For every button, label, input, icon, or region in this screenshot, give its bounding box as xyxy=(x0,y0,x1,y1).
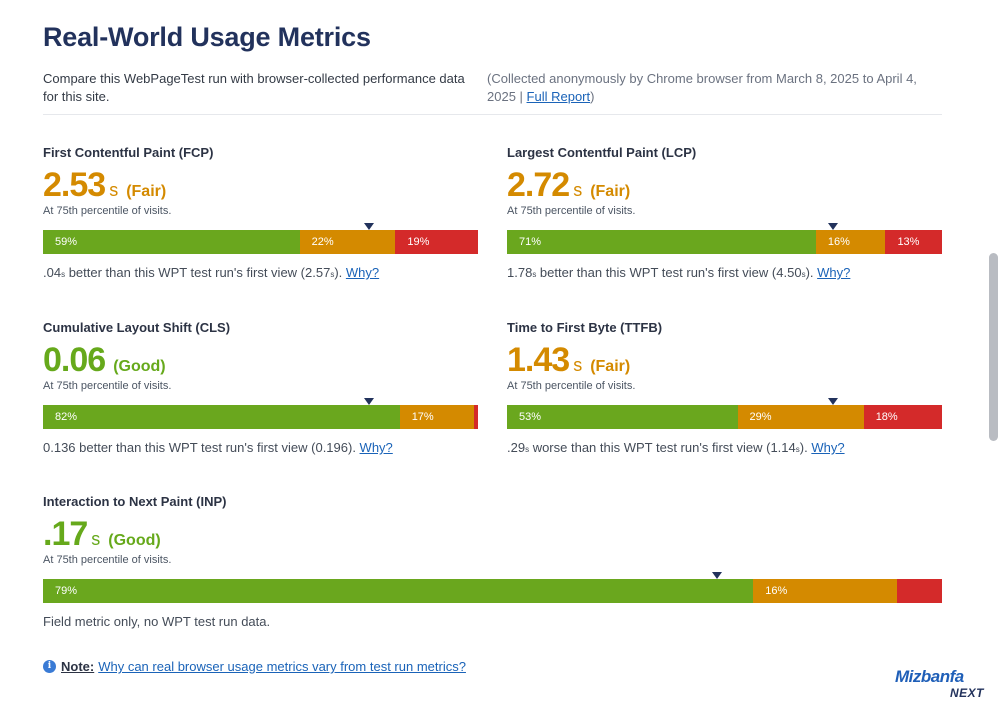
segment-needs-improvement: 16% xyxy=(815,230,886,254)
metric-cls: Cumulative Layout Shift (CLS) 0.06 (Good… xyxy=(43,320,478,455)
segment-good: 71% xyxy=(507,230,816,254)
segment-needs-improvement: 17% xyxy=(399,405,474,429)
metric-value-row: 1.43 s (Fair) xyxy=(507,341,942,379)
comparison-text: .04s better than this WPT test run's fir… xyxy=(43,265,380,280)
logo-subtitle: NEXT xyxy=(949,686,984,700)
distribution-bar: 53% 29% 18% xyxy=(507,398,942,429)
metric-percentile: At 75th percentile of visits. xyxy=(507,380,636,392)
metric-title: First Contentful Paint (FCP) xyxy=(43,145,214,160)
metric-value: 2.53 xyxy=(43,166,106,204)
segment-needs-improvement: 16% xyxy=(753,579,898,603)
metric-value-row: 2.53 s (Fair) xyxy=(43,166,478,204)
metric-lcp: Largest Contentful Paint (LCP) 2.72 s (F… xyxy=(507,145,942,280)
metric-title: Cumulative Layout Shift (CLS) xyxy=(43,320,231,335)
metric-rating: (Fair) xyxy=(126,183,167,200)
p75-marker-icon xyxy=(364,223,375,230)
segment-good: 53% xyxy=(507,405,738,429)
distribution-bar: 79% 16% xyxy=(43,572,942,603)
scrollbar-thumb[interactable] xyxy=(989,253,998,441)
comparison-text: Field metric only, no WPT test run data. xyxy=(43,614,271,629)
segment-poor xyxy=(473,405,478,429)
metric-inp: Interaction to Next Paint (INP) .17 s (G… xyxy=(43,494,942,629)
metric-value: 0.06 xyxy=(43,341,106,379)
header-divider xyxy=(43,114,942,115)
collection-info-end: ) xyxy=(590,89,595,104)
metric-percentile: At 75th percentile of visits. xyxy=(43,554,172,566)
metric-rating: (Fair) xyxy=(590,358,631,375)
metric-value: .17 xyxy=(43,515,88,553)
comparison-text: .29s worse than this WPT test run's firs… xyxy=(507,440,845,455)
collection-period: (Collected anonymously by Chrome browser… xyxy=(487,71,917,104)
distribution-bar: 59% 22% 19% xyxy=(43,223,478,254)
metric-ttfb: Time to First Byte (TTFB) 1.43 s (Fair) … xyxy=(507,320,942,455)
metric-unit: s xyxy=(109,180,119,200)
intro-text: Compare this WebPageTest run with browse… xyxy=(43,71,465,104)
metric-percentile: At 75th percentile of visits. xyxy=(507,205,636,217)
metric-value-row: .17 s (Good) xyxy=(43,515,942,553)
metric-unit: s xyxy=(573,180,583,200)
metric-rating: (Good) xyxy=(108,532,161,549)
logo-wordmark: Mizbanfa xyxy=(895,667,964,686)
segment-needs-improvement: 22% xyxy=(299,230,396,254)
why-link[interactable]: Why? xyxy=(359,440,393,455)
metric-percentile: At 75th percentile of visits. xyxy=(43,205,172,217)
note-link[interactable]: Why can real browser usage metrics vary … xyxy=(98,659,466,674)
page-title: Real-World Usage Metrics xyxy=(43,22,371,52)
full-report-link[interactable]: Full Report xyxy=(526,89,591,104)
segment-good: 59% xyxy=(43,230,300,254)
metric-value-row: 2.72 s (Fair) xyxy=(507,166,942,204)
metric-title: Time to First Byte (TTFB) xyxy=(507,320,663,335)
metric-value-row: 0.06 (Good) xyxy=(43,341,478,379)
segment-good: 82% xyxy=(43,405,400,429)
distribution-bar: 71% 16% 13% xyxy=(507,223,942,254)
metric-title: Interaction to Next Paint (INP) xyxy=(43,494,227,509)
metric-rating: (Fair) xyxy=(590,183,631,200)
comparison-text: 0.136 better than this WPT test run's fi… xyxy=(43,440,393,455)
p75-marker-icon xyxy=(364,398,375,405)
why-link[interactable]: Why? xyxy=(345,265,380,280)
segment-poor xyxy=(897,579,942,603)
segment-poor: 18% xyxy=(863,405,942,429)
segment-needs-improvement: 29% xyxy=(737,405,864,429)
note: i Note: Why can real browser usage metri… xyxy=(43,659,466,674)
metric-title: Largest Contentful Paint (LCP) xyxy=(507,145,697,160)
why-link[interactable]: Why? xyxy=(811,440,845,455)
note-label: Note: xyxy=(61,659,95,674)
comparison-text: 1.78s better than this WPT test run's fi… xyxy=(507,265,851,280)
p75-marker-icon xyxy=(828,223,839,230)
info-icon: i xyxy=(43,660,56,673)
segment-poor: 13% xyxy=(885,230,942,254)
segment-poor: 19% xyxy=(395,230,478,254)
collection-info: (Collected anonymously by Chrome browser… xyxy=(487,70,947,106)
metric-unit: s xyxy=(91,529,101,549)
metric-fcp: First Contentful Paint (FCP) 2.53 s (Fai… xyxy=(43,145,478,280)
p75-marker-icon xyxy=(828,398,839,405)
segment-good: 79% xyxy=(43,579,754,603)
why-link[interactable]: Why? xyxy=(817,265,851,280)
metric-unit: s xyxy=(573,355,583,375)
metric-value: 1.43 xyxy=(507,341,570,379)
p75-marker-icon xyxy=(712,572,723,579)
metric-percentile: At 75th percentile of visits. xyxy=(43,380,172,392)
distribution-bar: 82% 17% xyxy=(43,398,478,429)
brand-logo: Mizbanfa NEXT xyxy=(895,668,987,702)
metric-value: 2.72 xyxy=(507,166,570,204)
metric-rating: (Good) xyxy=(113,358,166,375)
